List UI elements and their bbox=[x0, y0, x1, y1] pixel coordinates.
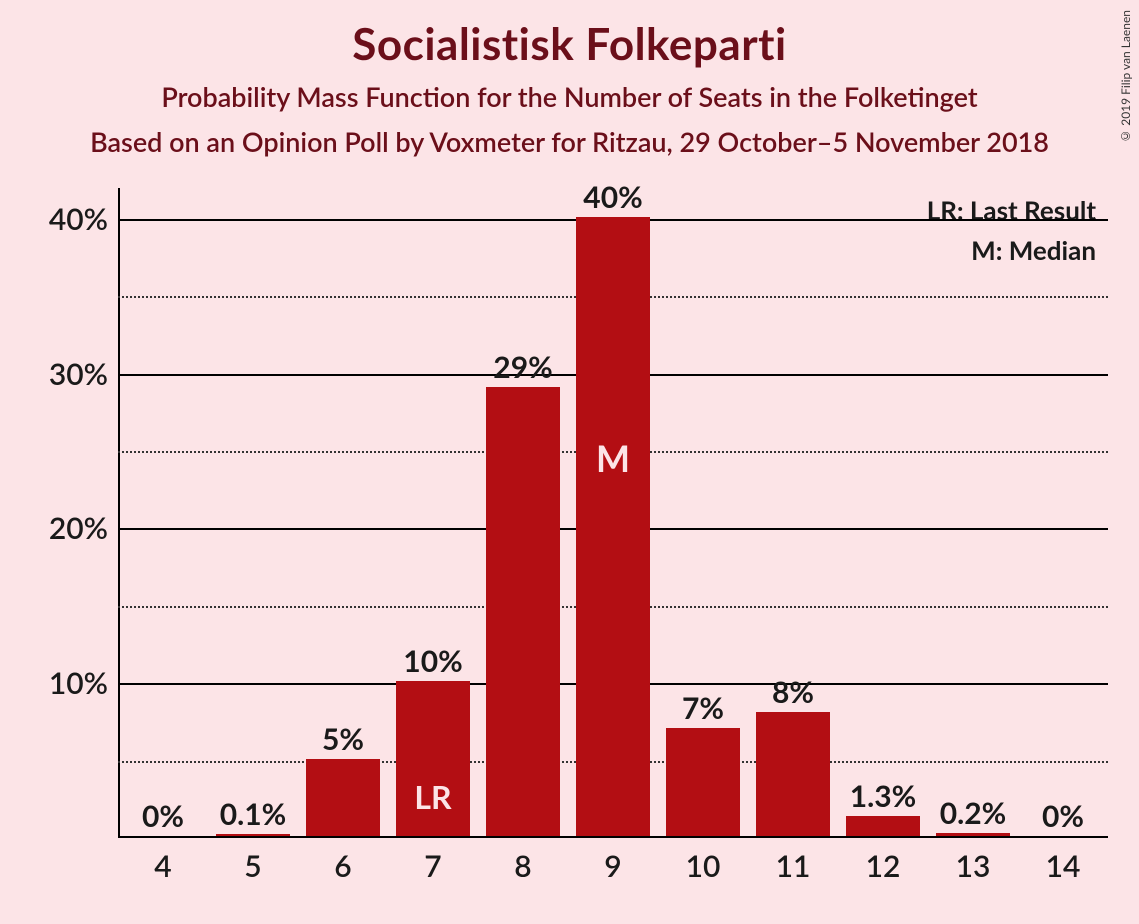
bar bbox=[216, 834, 290, 836]
x-tick-label: 10 bbox=[686, 848, 721, 884]
bar bbox=[486, 387, 560, 836]
x-tick-label: 12 bbox=[866, 848, 901, 884]
main-title: Socialistisk Folkeparti bbox=[0, 18, 1139, 70]
y-axis-line bbox=[118, 188, 120, 838]
x-tick-label: 13 bbox=[956, 848, 991, 884]
legend-lr: LR: Last Result bbox=[927, 194, 1096, 226]
median-marker: M bbox=[596, 436, 630, 480]
bar bbox=[306, 759, 380, 836]
bar-value-label: 7% bbox=[682, 690, 724, 726]
x-tick-label: 6 bbox=[334, 848, 351, 884]
bar bbox=[846, 816, 920, 836]
bar bbox=[936, 833, 1010, 836]
bar-value-label: 8% bbox=[772, 674, 814, 710]
x-tick-label: 5 bbox=[244, 848, 261, 884]
bar-value-label: 0.2% bbox=[940, 795, 1007, 831]
chart-titles: Socialistisk Folkeparti Probability Mass… bbox=[0, 0, 1139, 158]
x-tick-label: 8 bbox=[514, 848, 531, 884]
x-axis-line bbox=[118, 836, 1108, 838]
y-tick-label: 10% bbox=[8, 665, 108, 701]
bar-value-label: 0% bbox=[1042, 798, 1084, 834]
bar bbox=[756, 712, 830, 836]
subtitle-1: Probability Mass Function for the Number… bbox=[0, 80, 1139, 113]
x-tick-label: 11 bbox=[776, 848, 811, 884]
plot-area: LR: Last Result M: Median 10%20%30%40%0%… bbox=[118, 188, 1108, 838]
bar-value-label: 0% bbox=[142, 798, 184, 834]
y-tick-label: 40% bbox=[8, 201, 108, 237]
bar-value-label: 5% bbox=[322, 721, 364, 757]
x-tick-label: 14 bbox=[1046, 848, 1081, 884]
y-tick-label: 30% bbox=[8, 356, 108, 392]
bar-value-label: 0.1% bbox=[220, 796, 287, 832]
bar-value-label: 29% bbox=[493, 349, 552, 385]
x-tick-label: 9 bbox=[604, 848, 621, 884]
bar-value-label: 10% bbox=[403, 643, 462, 679]
subtitle-2: Based on an Opinion Poll by Voxmeter for… bbox=[0, 125, 1139, 158]
copyright-text: © 2019 Filip van Laenen bbox=[1118, 10, 1133, 144]
lr-marker: LR bbox=[414, 777, 451, 816]
legend-m: M: Median bbox=[971, 234, 1096, 266]
bar bbox=[666, 728, 740, 836]
x-tick-label: 7 bbox=[424, 848, 441, 884]
bar-value-label: 40% bbox=[583, 179, 642, 215]
x-tick-label: 4 bbox=[154, 848, 171, 884]
bar bbox=[576, 217, 650, 836]
y-tick-label: 20% bbox=[8, 510, 108, 546]
bar-value-label: 1.3% bbox=[850, 778, 917, 814]
